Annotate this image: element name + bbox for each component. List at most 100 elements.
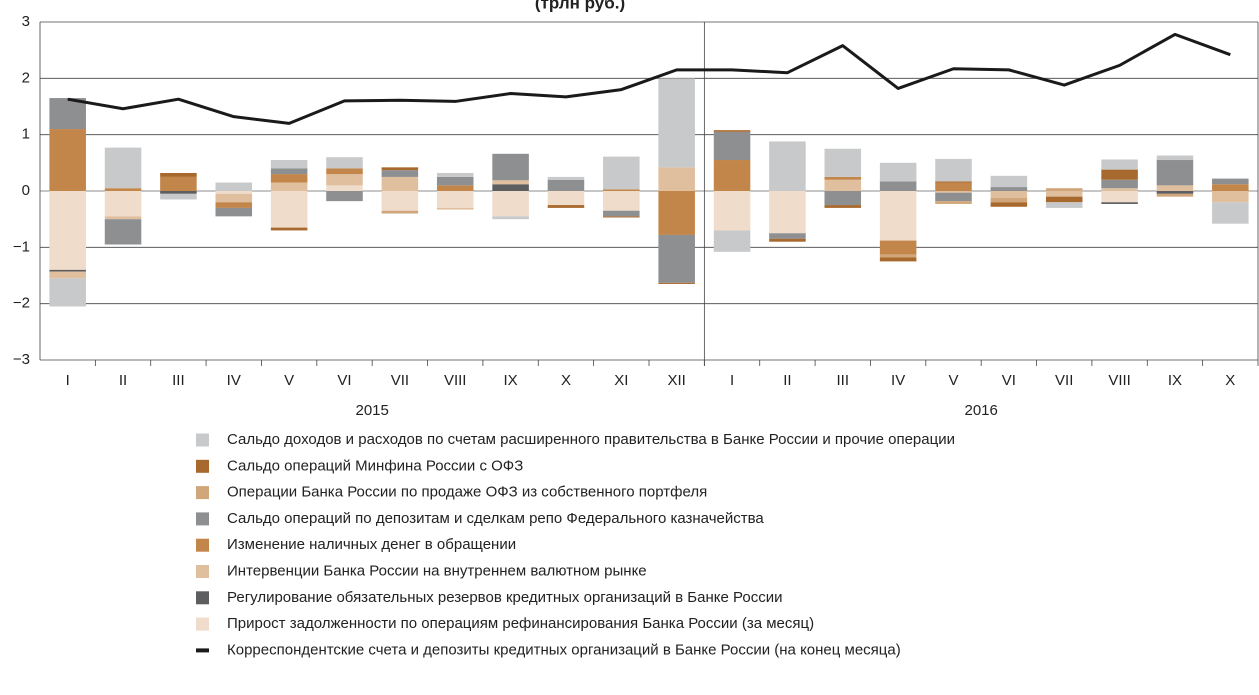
bar-segment — [1045, 196, 1083, 203]
bar-segment — [658, 282, 695, 284]
bar-segment — [1156, 185, 1194, 191]
bar-segment — [160, 193, 197, 200]
bar-segment — [658, 167, 695, 191]
x-tick-label: VII — [1055, 372, 1073, 389]
bar-segment — [49, 98, 86, 130]
bar-segment — [713, 130, 751, 132]
bar-segment — [492, 153, 529, 181]
bar-segment — [935, 191, 972, 193]
legend-marker — [196, 512, 209, 526]
bar-segment — [49, 269, 86, 272]
bar-segment — [603, 189, 640, 191]
bar-segment — [879, 257, 917, 262]
bar-segment — [436, 172, 474, 177]
bar-segment — [49, 191, 86, 270]
bar-segment — [326, 168, 363, 175]
bar-segment — [49, 278, 86, 307]
legend-label: Сальдо операций Минфина России с ОФЗ — [227, 457, 523, 474]
x-tick-label: X — [561, 372, 571, 389]
x-tick-label: VIII — [444, 372, 467, 389]
bar-segment — [824, 179, 862, 191]
legend-marker — [196, 617, 209, 631]
bar-segment — [326, 191, 363, 202]
x-tick-label: III — [172, 372, 185, 389]
bar-segment — [713, 160, 751, 191]
bar-segment — [49, 129, 86, 191]
bar-segment — [381, 170, 419, 177]
bar-segment — [160, 176, 197, 191]
bar-segment — [215, 202, 253, 208]
bar-segment — [215, 207, 253, 217]
bar-segment — [713, 230, 751, 252]
bar-segment — [547, 191, 585, 206]
bar-segment — [990, 175, 1028, 188]
bar-segment — [270, 174, 308, 183]
bar-segment — [769, 191, 806, 234]
bar-segment — [990, 187, 1028, 191]
bar-segment — [1212, 184, 1249, 191]
bar-segment — [1212, 178, 1249, 185]
y-tick-label: 3 — [22, 13, 30, 30]
bar-segment — [1101, 179, 1138, 189]
bar-segment — [935, 192, 972, 202]
bar-segment — [49, 271, 86, 279]
bar-segment — [326, 174, 363, 186]
x-tick-label: XI — [614, 372, 628, 389]
x-tick-label: I — [730, 372, 734, 389]
y-tick-label: 0 — [22, 182, 30, 199]
bar-segment — [935, 158, 972, 182]
line-series — [67, 32, 1231, 125]
y-tick-label: −2 — [13, 295, 30, 312]
legend-label: Регулирование обязательных резервов кред… — [227, 589, 782, 606]
bar-segment — [658, 234, 695, 283]
x-tick-label: IV — [891, 372, 905, 389]
legend-label: Изменение наличных денег в обращении — [227, 536, 516, 553]
bar-segment — [1101, 191, 1138, 203]
bar-segment — [1045, 188, 1083, 191]
x-tick-label: II — [783, 372, 791, 389]
bar-segment — [492, 216, 529, 220]
bar-segment — [215, 191, 253, 194]
bar-segment — [879, 254, 917, 258]
x-tick-label: VI — [337, 372, 351, 389]
bar-segment — [1101, 159, 1138, 170]
bar-segment — [658, 78, 695, 168]
bar-segment — [603, 216, 640, 218]
bar-segment — [270, 182, 308, 191]
x-tick-label: VI — [1002, 372, 1016, 389]
bar-segment — [436, 185, 474, 191]
y-tick-label: 1 — [22, 126, 30, 143]
bar-segment — [381, 176, 419, 191]
x-tick-label: I — [66, 372, 70, 389]
x-tick-label: V — [948, 372, 958, 389]
legend-marker — [196, 486, 209, 500]
bar-segment — [547, 205, 585, 208]
bar-segment — [1045, 202, 1083, 208]
bar-segment — [1212, 191, 1249, 203]
bar-segment — [104, 216, 142, 220]
x-tick-label: III — [837, 372, 850, 389]
y-tick-label: 2 — [22, 69, 30, 86]
bar-segment — [603, 191, 640, 211]
year-label: 2016 — [964, 402, 997, 419]
bar-segment — [104, 188, 142, 191]
bar-segment — [160, 191, 197, 194]
bar-segment — [1156, 160, 1194, 186]
bar-segment — [769, 141, 806, 191]
bar-segment — [326, 185, 363, 191]
bar-segment — [824, 205, 862, 208]
legend-marker — [196, 565, 209, 578]
bar-segment — [769, 238, 806, 242]
bar-segment — [436, 207, 474, 210]
legend-marker — [196, 433, 209, 447]
bar-segment — [824, 191, 862, 206]
bar-segment — [769, 233, 806, 239]
bar-segment — [935, 182, 972, 191]
bar-segment — [879, 191, 917, 241]
bar-segment — [381, 191, 419, 211]
bar-segment — [935, 201, 972, 204]
chart-title: (трлн руб.) — [535, 0, 625, 12]
x-tick-label: V — [284, 372, 294, 389]
bar-segment — [1156, 155, 1194, 161]
legend-marker — [196, 648, 209, 653]
